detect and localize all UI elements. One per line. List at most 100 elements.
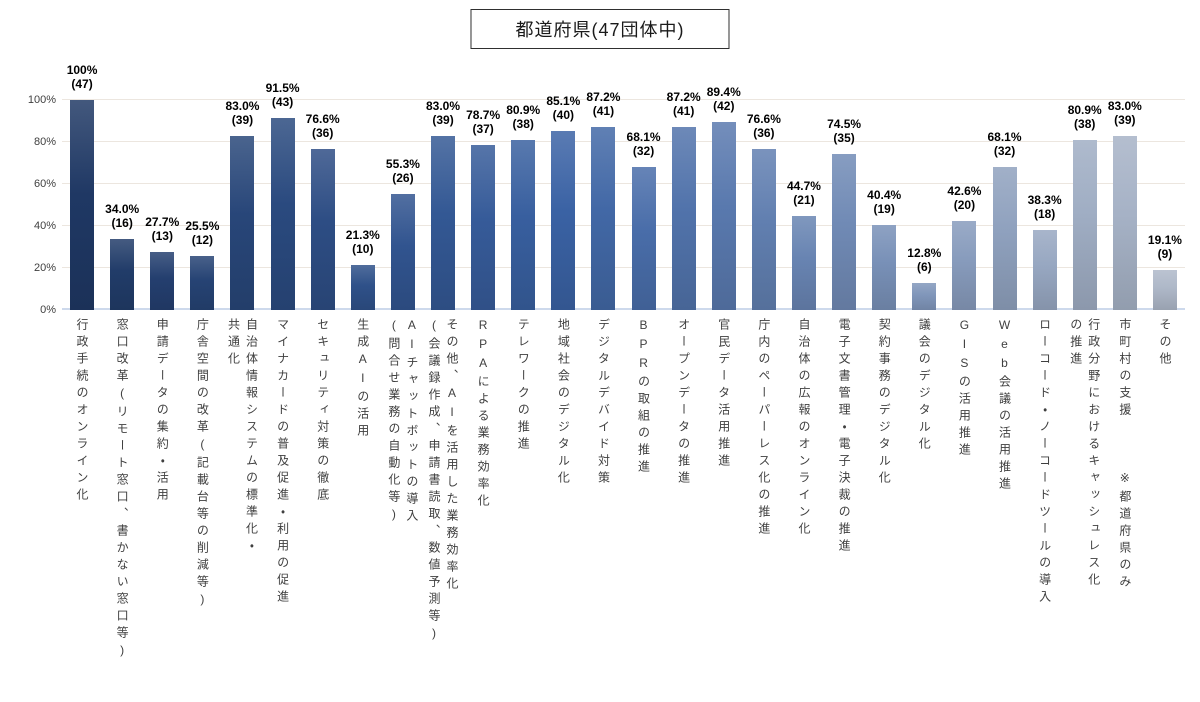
bar-data-label: 91.5% (43) — [266, 81, 300, 109]
bar-data-label: 80.9% (38) — [506, 103, 540, 131]
bar — [431, 135, 456, 310]
bar-data-label: 34.0% (16) — [105, 202, 139, 230]
bar-percent-label: 44.7% — [786, 179, 821, 194]
bar-data-label: 44.7% (21) — [787, 179, 821, 207]
category-label: デジタルデバイド対策 — [596, 318, 611, 488]
bar — [1152, 269, 1177, 310]
bar-data-label: 68.1% (32) — [627, 130, 661, 158]
bar-percent-label: 25.5% — [185, 219, 220, 234]
bar-count-label: (41) — [592, 103, 615, 118]
bar-percent-label: 21.3% — [345, 228, 380, 243]
y-tick-label: 80% — [33, 136, 56, 148]
y-tick-label: 20% — [33, 262, 56, 274]
bar-data-label: 78.7% (37) — [466, 108, 500, 136]
bar-count-label: (38) — [1074, 117, 1096, 132]
bar-data-label: 25.5% (12) — [185, 219, 219, 247]
bar-count-label: (18) — [1033, 206, 1056, 221]
category-label: 電子文書管理・電子決裁の推進 — [837, 318, 852, 556]
y-tick-label: 100% — [27, 94, 56, 106]
category-label: 窓口改革(リモート窓口、書かない窓口等) — [115, 318, 130, 662]
bar — [671, 126, 696, 310]
bar — [711, 122, 736, 310]
category-label: 行政分野におけるキャッシュレス化 の推進 — [1068, 318, 1101, 590]
bar-count-label: (32) — [993, 144, 1016, 158]
bar-count-label: (42) — [713, 99, 735, 114]
bar-data-label: 83.0% (39) — [426, 99, 460, 127]
bar-count-label: (13) — [151, 228, 173, 243]
bar — [270, 117, 295, 310]
bar — [1072, 140, 1097, 310]
bar — [631, 167, 656, 310]
bar-data-label: 85.1% (40) — [546, 94, 580, 122]
category-label: 官民データ活用推進 — [716, 318, 731, 471]
bar — [591, 126, 616, 310]
bar-count-label: (39) — [231, 112, 254, 127]
category-label: オープンデータの推進 — [676, 318, 691, 488]
bar-count-label: (38) — [512, 117, 534, 132]
bar-percent-label: 42.6% — [947, 183, 982, 198]
bar — [832, 153, 857, 310]
category-label: 生成AIの活用 — [355, 318, 370, 441]
bar — [70, 100, 95, 310]
bar — [751, 149, 776, 310]
bar-count-label: (39) — [432, 112, 454, 127]
category-label: GISの活用推進 — [957, 318, 972, 460]
bar-data-label: 68.1% (32) — [988, 130, 1022, 158]
bar-data-label: 21.3% (10) — [346, 228, 380, 256]
y-tick-label: 60% — [33, 178, 56, 190]
y-tick-label: 40% — [33, 220, 56, 232]
bar-data-label: 38.3% (18) — [1028, 193, 1062, 221]
bar-data-label: 83.0% (39) — [225, 99, 259, 127]
bar-percent-label: 68.1% — [987, 130, 1022, 144]
bar-percent-label: 74.5% — [827, 116, 862, 131]
gridline — [62, 141, 1185, 142]
bar — [471, 144, 496, 310]
category-label: 自治体情報システムの標準化・ 共通化 — [226, 318, 259, 556]
bar-percent-label: 38.3% — [1027, 192, 1062, 207]
bar — [110, 238, 135, 310]
bar-data-label: 76.6% (36) — [747, 112, 781, 140]
bar-data-label: 74.5% (35) — [827, 117, 861, 145]
bar-count-label: (35) — [833, 130, 855, 145]
bar-data-label: 19.1% (9) — [1148, 233, 1182, 261]
bar — [952, 220, 977, 310]
bar-percent-label: 100% — [66, 63, 98, 77]
bar-data-label: 76.6% (36) — [306, 112, 340, 140]
bar-data-label: 83.0% (39) — [1108, 99, 1142, 127]
bar-percent-label: 12.8% — [907, 246, 942, 261]
bar — [390, 193, 415, 310]
bar-data-label: 80.9% (38) — [1068, 103, 1102, 131]
bar-data-label: 87.2% (41) — [586, 90, 620, 118]
chart-title: 都道府県(47団体中) — [470, 9, 730, 49]
bar-percent-label: 83.0% — [426, 98, 461, 113]
bar-percent-label: 19.1% — [1147, 232, 1182, 247]
bar-count-label: (21) — [793, 193, 815, 208]
x-axis-line — [62, 308, 1185, 310]
category-label: BPRの取組の推進 — [636, 318, 651, 477]
bar-percent-label: 68.1% — [626, 130, 661, 144]
bar-percent-label: 87.2% — [666, 89, 701, 104]
category-label: マイナカードの普及促進・利用の促進 — [275, 318, 290, 607]
category-label: その他 — [1157, 318, 1172, 369]
x-axis-labels: 行政手続のオンライン化 窓口改革(リモート窓口、書かない窓口等) 申請データの集約・… — [0, 318, 1200, 702]
bar-percent-label: 34.0% — [105, 201, 140, 216]
bar-count-label: (9) — [1157, 246, 1173, 261]
category-label: 申請データの集約・活用 — [155, 318, 170, 505]
category-label: その他、AIを活用した業務効率化 (会議録作成、申請書読取、数値予測等) — [427, 318, 460, 645]
bar-count-label: (40) — [552, 108, 574, 123]
category-label: AIチャットボットの導入 (問合せ業務の自動化等) — [386, 318, 419, 526]
y-tick-label: 0% — [40, 304, 56, 316]
bar — [150, 251, 175, 310]
bar-percent-label: 87.2% — [586, 89, 621, 104]
bar-percent-label: 27.7% — [145, 214, 180, 229]
category-label: 自治体の広報のオンライン化 — [796, 318, 811, 539]
bar-data-label: 100% (47) — [67, 63, 98, 91]
bar-data-label: 55.3% (26) — [386, 157, 420, 185]
y-axis: 100% 80% 60% 40% 20% 0% — [0, 94, 56, 320]
bar-count-label: (36) — [312, 126, 334, 141]
bar-count-label: (10) — [352, 242, 374, 257]
plot-area: 100% (47) 34.0% (16) 27.7% (13) 25.5% (12) 83.0%… — [62, 63, 1185, 310]
bar-count-label: (43) — [271, 94, 294, 109]
bar-count-label: (39) — [1114, 112, 1136, 127]
